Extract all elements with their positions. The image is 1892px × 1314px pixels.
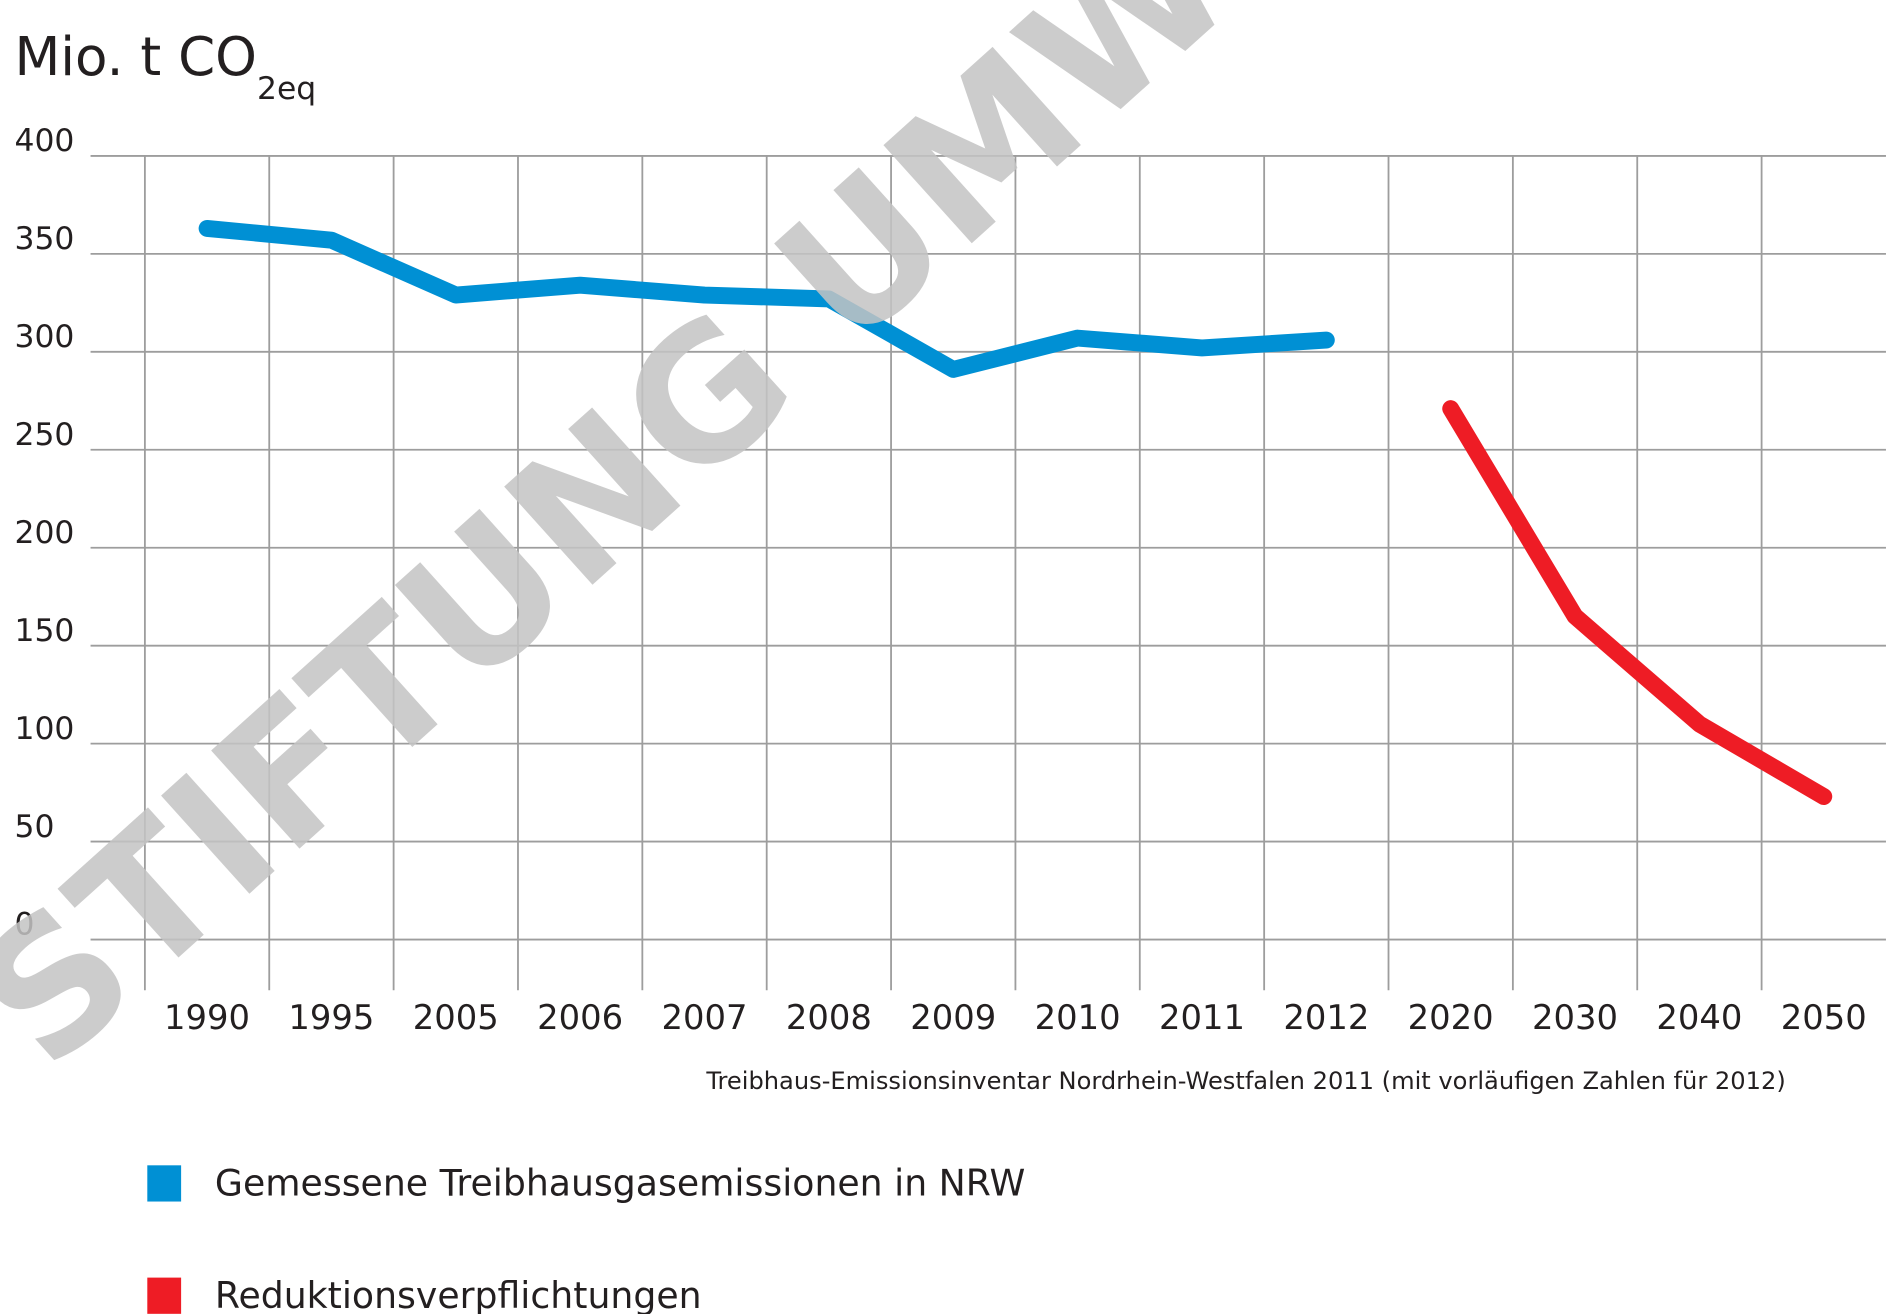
x-tick-label: 1995 (288, 998, 374, 1037)
x-tick-label: 2030 (1532, 998, 1618, 1037)
x-tick-label: 2050 (1781, 998, 1867, 1037)
x-tick-label: 1990 (164, 998, 250, 1037)
y-tick-label: 400 (14, 123, 74, 159)
legend-label: Reduktionsverpflichtungen (215, 1274, 702, 1314)
x-tick-label: 2011 (1159, 998, 1245, 1037)
y-tick-label: 200 (14, 515, 74, 551)
data-line (1442, 400, 1833, 805)
y-tick-label: 150 (14, 613, 74, 649)
plot: 0 50 100 150 200 250 300 350 400 1990 1995 2005 2006… (14, 123, 1886, 1314)
y-tick-label: 100 (14, 711, 74, 747)
x-tick-label: 2012 (1283, 998, 1369, 1037)
x-tick-label: 2005 (413, 998, 499, 1037)
x-tick-label: 2020 (1408, 998, 1494, 1037)
legend-label: Gemessene Treibhausgasemissionen in NRW (215, 1162, 1025, 1205)
title-subscript: 2eq (257, 71, 316, 107)
watermark: STIFTUNG UMWE (0, 0, 1363, 1107)
x-tick-label: 2009 (910, 998, 996, 1037)
y-tick-label: 0 (14, 907, 34, 943)
title-main: Mio. t CO (14, 26, 256, 88)
x-tick-label: 2007 (662, 998, 748, 1037)
data-line (198, 219, 1335, 378)
x-tick-label: 2040 (1656, 998, 1742, 1037)
y-tick-label: 350 (14, 221, 74, 257)
chart-title: Mio. t CO2eq (14, 26, 316, 107)
legend-swatch (147, 1277, 182, 1314)
y-tick-label: 300 (14, 319, 74, 355)
y-tick-label: 250 (14, 417, 74, 453)
x-tick-label: 2010 (1035, 998, 1121, 1037)
source-note: Treibhaus-Emissionsinventar Nordrhein-We… (705, 1067, 1785, 1095)
x-tick-label: 2008 (786, 998, 872, 1037)
x-tick-label: 2006 (537, 998, 623, 1037)
legend-swatch (147, 1165, 182, 1202)
y-tick-label: 50 (14, 809, 54, 845)
